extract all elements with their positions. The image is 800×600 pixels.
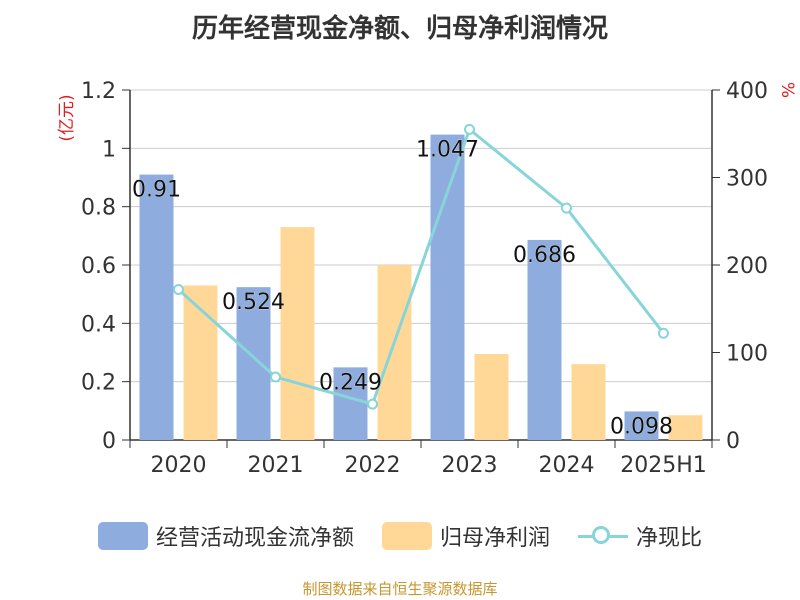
legend-item-cashflow[interactable]: 经营活动现金流净额	[97, 520, 354, 552]
y-left-tick-label: 0.6	[81, 254, 116, 279]
y-right-tick-label: 100	[726, 342, 768, 367]
point-cash-ratio	[173, 284, 184, 295]
y-left-tick-label: 0.2	[81, 371, 116, 396]
legend-line-icon	[578, 522, 628, 550]
bar-cashflow	[430, 134, 465, 440]
legend-item-cash-ratio[interactable]: 净现比	[578, 520, 702, 552]
source-note: 制图数据来自恒生聚源数据库	[302, 580, 498, 598]
y-left-tick-label: 0.4	[81, 312, 116, 337]
bar-cashflow	[333, 367, 368, 440]
bar-net-profit	[571, 364, 606, 440]
point-cash-ratio	[270, 371, 281, 383]
y-left-tick-label: 0.8	[81, 196, 116, 221]
y-right-tick-label: 200	[726, 254, 768, 279]
bar-cashflow	[236, 287, 271, 440]
data-label-cashflow: 1.047	[416, 138, 479, 163]
data-label-cashflow: 0.098	[610, 414, 673, 439]
y-right-tick-label: 300	[726, 167, 768, 192]
data-label-cashflow: 0.249	[319, 370, 382, 395]
point-cash-ratio	[658, 327, 669, 339]
y-left-unit: (亿元)	[57, 94, 77, 141]
x-tick-label: 2024	[539, 453, 595, 478]
y-left-tick-label: 1.2	[81, 79, 116, 104]
legend-item-net-profit[interactable]: 归母净利润	[381, 520, 550, 552]
legend-swatch-cashflow	[97, 522, 148, 550]
legend-label-net-profit: 归母净利润	[439, 526, 550, 551]
legend-label-cash-ratio: 净现比	[636, 526, 703, 551]
bar-cashflow	[527, 239, 562, 440]
y-right-tick-label: 0	[726, 429, 740, 454]
legend-label-cashflow: 经营活动现金流净额	[155, 526, 354, 551]
legend: 经营活动现金流净额 归母净利润 净现比	[0, 516, 800, 556]
x-tick-label: 2025H1	[620, 453, 707, 478]
line-cash-ratio	[177, 126, 665, 406]
y-right-unit: %	[777, 82, 797, 98]
x-tick-label: 2021	[248, 453, 304, 478]
bar-net-profit	[280, 227, 315, 440]
bar-net-profit	[668, 415, 703, 440]
bar-cashflow	[624, 411, 659, 440]
bar-net-profit	[474, 353, 509, 440]
data-label-cashflow: 0.91	[132, 178, 181, 203]
bar-cashflow	[139, 174, 174, 441]
point-cash-ratio	[561, 202, 572, 214]
bar-net-profit	[377, 265, 412, 440]
y-right-tick-label: 400	[726, 79, 768, 104]
y-left-tick-label: 0	[102, 429, 116, 454]
legend-swatch-net-profit	[381, 522, 432, 550]
x-tick-label: 2020	[151, 453, 207, 478]
data-label-cashflow: 0.524	[222, 290, 285, 315]
x-tick-label: 2023	[442, 453, 498, 478]
chart-title: 历年经营现金净额、归母净利润情况	[191, 14, 608, 44]
data-label-cashflow: 0.686	[513, 243, 576, 268]
y-left-tick-label: 1	[102, 137, 116, 162]
x-tick-label: 2022	[345, 453, 401, 478]
point-cash-ratio	[464, 123, 475, 135]
point-cash-ratio	[367, 398, 378, 410]
